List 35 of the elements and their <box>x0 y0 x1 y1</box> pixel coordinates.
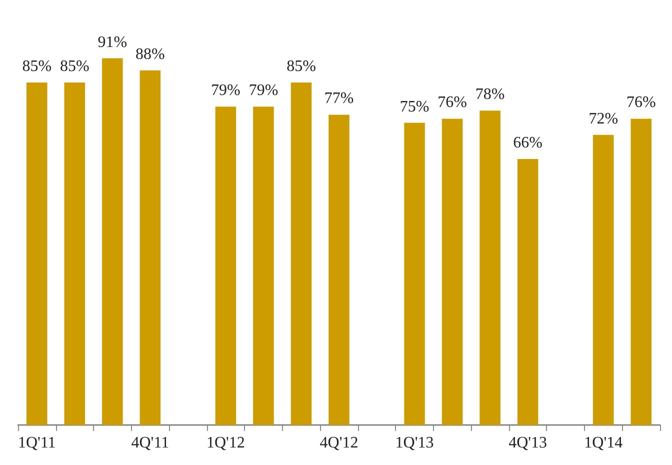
data-label: 76% <box>626 94 656 112</box>
x-tick-label: 1Q'11 <box>18 434 56 452</box>
data-label: 75% <box>400 98 430 116</box>
bar <box>140 70 161 425</box>
bar <box>64 82 86 425</box>
bar <box>442 118 463 425</box>
data-label: 76% <box>438 94 467 112</box>
data-label: 72% <box>588 110 618 128</box>
bar <box>215 106 236 425</box>
bar <box>253 106 274 425</box>
x-tick-label: 1Q'12 <box>206 434 245 452</box>
bar <box>592 134 614 425</box>
bar <box>102 58 123 425</box>
data-label: 77% <box>324 90 354 108</box>
data-label: 85% <box>22 58 52 75</box>
bar <box>630 118 652 425</box>
bar <box>480 110 500 425</box>
data-label: 91% <box>98 34 128 51</box>
bar <box>328 114 350 425</box>
data-label: 78% <box>475 86 505 104</box>
data-label: 85% <box>60 58 90 75</box>
x-tick-label: 4Q'12 <box>320 434 358 452</box>
bar <box>26 82 48 425</box>
bar <box>290 82 312 425</box>
x-tick-label: 1Q'14 <box>584 434 623 452</box>
data-label: 88% <box>136 46 165 63</box>
x-tick-label: 4Q'11 <box>131 434 170 452</box>
data-label: 79% <box>211 82 240 100</box>
bar <box>404 122 425 425</box>
data-label: 79% <box>248 82 278 100</box>
x-tick-label: 1Q'13 <box>395 434 434 452</box>
data-label: 66% <box>513 134 542 152</box>
data-label: 85% <box>286 58 316 75</box>
x-tick-label: 4Q'13 <box>508 434 548 452</box>
bar <box>517 159 538 425</box>
